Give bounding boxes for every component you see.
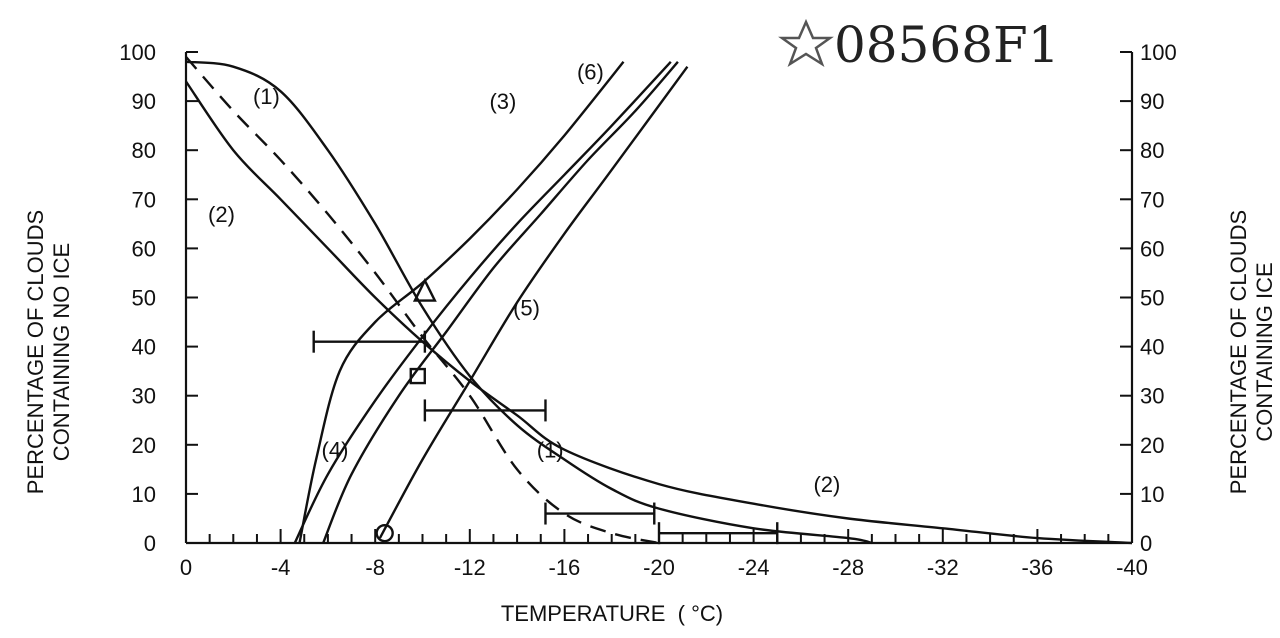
label-layer: (1) (2) (3) (6) (4) (5) (1) (2) [208, 60, 840, 497]
curve-label: (4) [322, 438, 349, 463]
figure-id-text: 08568F1 [834, 16, 1060, 74]
y-tick-label-right: 90 [1140, 89, 1164, 114]
y-tick-label-left: 80 [132, 138, 156, 163]
curve-label: (1) [537, 438, 564, 463]
tick-labels: 0 -4 -8 -12 -16 -20 -24 -28 -32 -36 -4001020304050… [119, 40, 1176, 580]
series-line-3 [298, 61, 625, 544]
marker-circle [375, 523, 394, 543]
y-tick-label-left: 0 [144, 531, 156, 556]
curve-label: (5) [513, 295, 540, 320]
x-tick-label: -28 [832, 555, 864, 580]
y-tick-label-left: 20 [132, 433, 156, 458]
y-tick-label-right: 40 [1140, 335, 1164, 360]
y-axis-title-left-line2: CONTAINING NO ICE [49, 243, 74, 461]
y-axis-title-right-line2: CONTAINING ICE [1252, 262, 1277, 441]
y-tick-label-right: 20 [1140, 433, 1164, 458]
x-axis-title: TEMPERATURE ( °C) [501, 601, 723, 626]
series-layer [185, 56, 1133, 545]
y-tick-label-left: 50 [132, 286, 156, 311]
x-tick-label: -36 [1022, 555, 1054, 580]
y-tick-label-left: 90 [132, 89, 156, 114]
x-tick-label: -40 [1116, 555, 1148, 580]
marker-triangle [412, 277, 437, 302]
y-axis-title-left-line1: PERCENTAGE OF CLOUDS [23, 210, 48, 494]
x-tick-label: -12 [454, 555, 486, 580]
ticks [185, 51, 1133, 544]
curve-label: (2) [813, 472, 840, 497]
y-tick-label-left: 10 [132, 482, 156, 507]
series-line-2 [185, 80, 1133, 545]
x-tick-label: -8 [365, 555, 385, 580]
figure-id: 08568F1 [778, 16, 1060, 74]
y-tick-label-right: 50 [1140, 286, 1164, 311]
x-tick-label: 0 [180, 555, 192, 580]
error-bar-layer [312, 330, 779, 545]
y-tick-label-left: 60 [132, 236, 156, 261]
x-tick-label: -24 [738, 555, 770, 580]
y-tick-label-left: 70 [132, 187, 156, 212]
x-tick-label: -20 [643, 555, 675, 580]
y-tick-label-right: 100 [1140, 40, 1177, 65]
series-line-5 [378, 65, 689, 539]
x-tick-label: -4 [271, 555, 291, 580]
y-tick-label-right: 0 [1140, 531, 1152, 556]
marker-square [409, 367, 426, 385]
y-tick-label-right: 80 [1140, 138, 1164, 163]
y-tick-label-right: 10 [1140, 482, 1164, 507]
curve-label: (6) [577, 60, 604, 85]
curve-label: (2) [208, 202, 235, 227]
star-icon [778, 18, 834, 68]
y-tick-label-right: 60 [1140, 236, 1164, 261]
x-tick-label: -32 [927, 555, 959, 580]
y-tick-label-right: 30 [1140, 384, 1164, 409]
y-axis-title-right-line1: PERCENTAGE OF CLOUDS [1226, 210, 1251, 494]
curve-label: (3) [489, 89, 516, 114]
marker-layer [375, 277, 437, 543]
series-line-6 [322, 61, 679, 544]
series-line-4 [293, 60, 672, 544]
curve-label: (1) [253, 84, 280, 109]
y-tick-label-left: 30 [132, 384, 156, 409]
y-tick-label-left: 40 [132, 335, 156, 360]
y-tick-label-right: 70 [1140, 187, 1164, 212]
x-tick-label: -16 [549, 555, 581, 580]
axes [184, 52, 1134, 545]
y-tick-label-left: 100 [119, 40, 156, 65]
series-line-1 [185, 60, 873, 545]
